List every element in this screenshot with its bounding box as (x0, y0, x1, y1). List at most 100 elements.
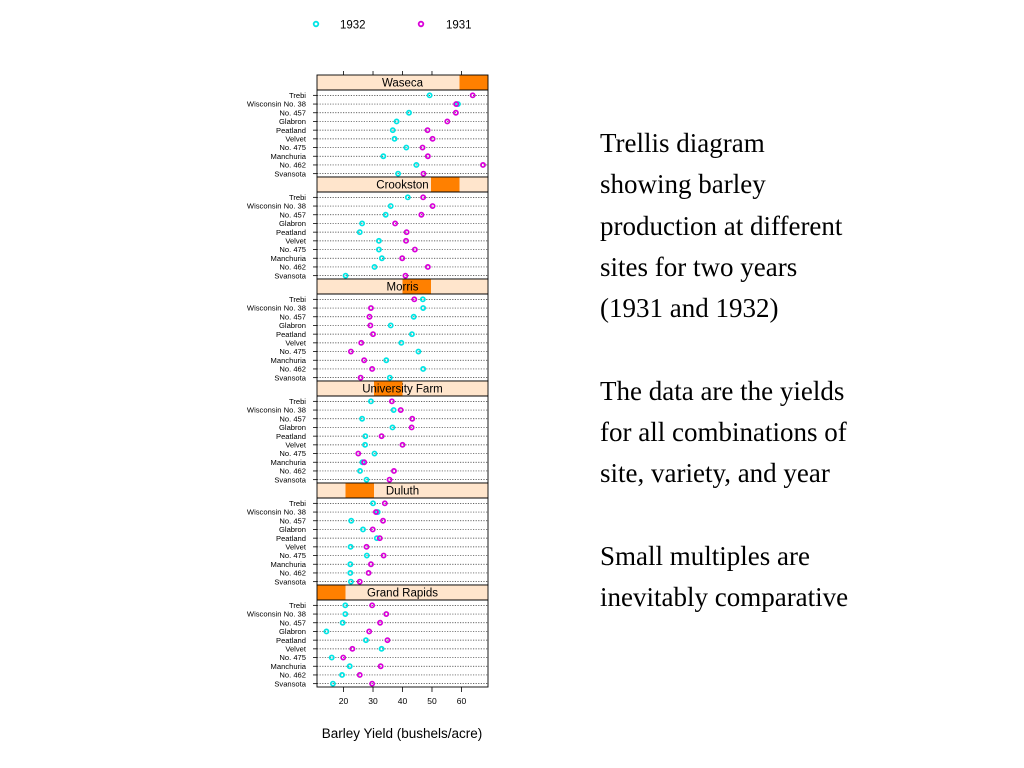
point-1931 (453, 101, 460, 108)
point-1931 (419, 144, 426, 151)
point-1932 (378, 645, 385, 652)
point-1932 (386, 374, 393, 381)
point-1931 (368, 305, 374, 311)
strip-bg-waseca (317, 75, 488, 90)
variety-label: No. 462 (279, 671, 306, 680)
point-1932 (403, 144, 410, 151)
variety-label: Svansota (274, 679, 306, 688)
variety-label: No. 462 (279, 569, 306, 578)
point-1931 (347, 348, 354, 355)
point-1931 (388, 398, 395, 405)
variety-label: Manchuria (271, 662, 307, 671)
strip-indicator-crookston (431, 177, 460, 192)
point-1931 (420, 194, 427, 201)
variety-label: Trebi (289, 397, 306, 406)
variety-label: No. 457 (279, 108, 306, 117)
variety-label: Svansota (274, 169, 306, 178)
variety-label: Glabron (279, 219, 306, 228)
x-tick-label: 40 (398, 696, 408, 706)
point-1931 (378, 433, 385, 440)
strip-label-university-farm: University Farm (362, 384, 443, 396)
point-1931 (418, 211, 425, 218)
variety-label: No. 475 (279, 143, 306, 152)
point-1931 (356, 672, 363, 678)
point-1932 (420, 305, 427, 311)
variety-label: Velvet (285, 338, 307, 347)
point-1932 (382, 211, 389, 218)
point-1931 (349, 645, 356, 652)
variety-label: Wisconsin No. 38 (247, 202, 306, 211)
variety-label: No. 457 (279, 618, 306, 627)
point-1931 (358, 339, 365, 346)
point-1932 (339, 672, 346, 678)
strip-indicator-university-farm (374, 381, 403, 396)
point-1932 (391, 135, 398, 142)
point-1932 (371, 450, 378, 457)
point-1932 (393, 118, 400, 125)
point-1931 (368, 561, 374, 568)
point-1931 (373, 509, 379, 515)
variety-label: Glabron (279, 627, 306, 636)
variety-label: Wisconsin No. 38 (247, 610, 306, 619)
variety-label: No. 457 (279, 414, 306, 423)
variety-label: Manchuria (271, 458, 307, 467)
point-1932 (329, 680, 336, 687)
point-1932 (387, 322, 394, 329)
point-1932 (363, 552, 370, 559)
point-1931 (429, 135, 436, 142)
point-1932 (323, 628, 330, 635)
variety-label: Peatland (276, 534, 306, 543)
point-1931 (356, 578, 363, 585)
variety-label: Trebi (289, 499, 306, 508)
variety-label: Manchuria (271, 560, 307, 569)
variety-label: Velvet (285, 236, 307, 245)
point-1931 (361, 357, 368, 364)
point-1932 (408, 331, 415, 338)
variety-label: Peatland (276, 228, 306, 237)
strip-indicator-morris (402, 279, 431, 294)
point-1931 (386, 476, 393, 483)
point-1931 (452, 109, 459, 116)
point-1932 (390, 407, 397, 413)
point-1931 (408, 424, 415, 431)
variety-label: Velvet (285, 440, 307, 449)
point-1932 (348, 517, 355, 524)
point-1931 (340, 654, 347, 661)
variety-label: Trebi (289, 295, 306, 304)
variety-label: Peatland (276, 432, 306, 441)
point-1931 (376, 535, 383, 542)
point-1931 (480, 161, 486, 168)
point-1931 (392, 220, 399, 227)
variety-label: Glabron (279, 423, 306, 432)
point-1931 (424, 153, 431, 160)
x-tick-label: 60 (457, 696, 467, 706)
point-1931 (424, 127, 431, 134)
variety-label: Wisconsin No. 38 (247, 100, 306, 109)
point-1932 (347, 543, 354, 550)
point-1932 (375, 237, 382, 244)
point-1931 (403, 237, 409, 244)
point-1932 (395, 170, 402, 177)
variety-label: No. 475 (279, 245, 306, 254)
strip-indicator-grand-rapids (317, 585, 346, 600)
variety-label: Peatland (276, 636, 306, 645)
variety-label: No. 475 (279, 347, 306, 356)
point-1932 (347, 570, 354, 576)
point-1931 (370, 331, 376, 338)
x-tick-label: 50 (427, 696, 437, 706)
point-1932 (375, 246, 382, 253)
point-1931 (381, 500, 388, 507)
strip-label-grand-rapids: Grand Rapids (367, 588, 438, 600)
variety-label: Svansota (274, 271, 306, 280)
variety-label: Velvet (285, 644, 307, 653)
point-1931 (369, 366, 376, 372)
point-1932 (398, 339, 405, 346)
legend-marker-1931 (417, 20, 425, 28)
variety-label: Svansota (274, 475, 306, 484)
slide-paragraph-3: Small multiples are inevitably comparati… (600, 540, 849, 613)
point-1932 (362, 637, 369, 644)
variety-label: No. 475 (279, 653, 306, 662)
variety-label: Manchuria (271, 356, 307, 365)
point-1931 (377, 619, 384, 626)
point-1932 (347, 578, 354, 585)
